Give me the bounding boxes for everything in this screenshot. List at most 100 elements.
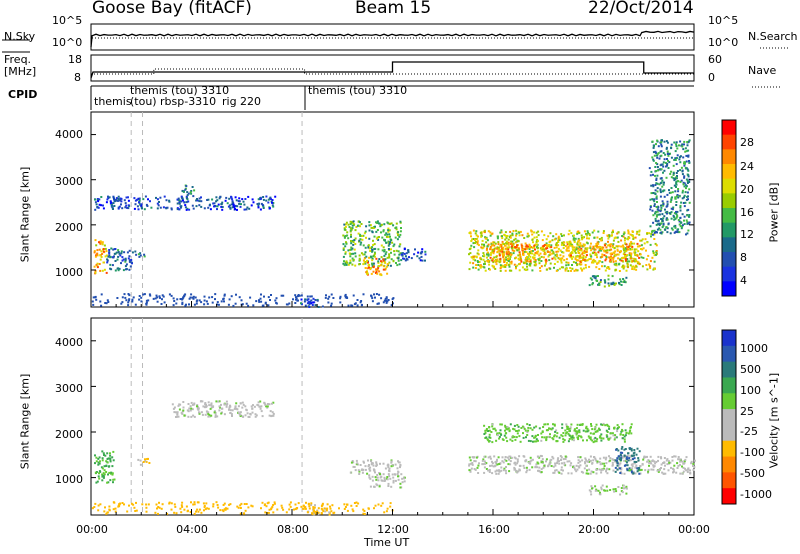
velocity-cell: [578, 431, 581, 434]
velocity-cell: [487, 430, 489, 432]
power-cell: [533, 246, 535, 249]
power-cell: [555, 244, 558, 247]
velocity-cell: [605, 456, 608, 459]
power-cell: [352, 241, 355, 243]
power-cell: [637, 250, 640, 253]
velocity-cell: [528, 468, 531, 471]
velocity-cell: [563, 439, 566, 442]
power-cell: [634, 253, 636, 256]
power-cell: [311, 304, 314, 306]
power-cell: [351, 227, 354, 230]
power-cell: [681, 145, 684, 148]
power-cell: [663, 181, 665, 184]
power-cell: [560, 261, 563, 264]
velocity-cell: [552, 423, 554, 426]
power-cell: [489, 253, 492, 256]
power-cell: [653, 192, 656, 195]
velocity-cell: [507, 463, 510, 466]
power-cell: [390, 222, 393, 225]
power-cell: [243, 203, 246, 206]
power-cell: [507, 252, 510, 255]
xtick-2: 08:00: [277, 523, 309, 536]
power-cell: [537, 230, 540, 233]
velocity-cell: [529, 440, 532, 443]
power-cell: [675, 212, 678, 215]
velocity-cell: [644, 456, 647, 459]
velocity-cell: [662, 462, 665, 464]
power-cell: [479, 256, 482, 259]
power-cell: [623, 239, 626, 242]
velocity-cell: [103, 465, 106, 468]
power-cell: [99, 258, 102, 261]
velocity-cell: [102, 472, 105, 475]
power-cell: [622, 233, 625, 236]
power-cell: [421, 259, 424, 262]
power-cell: [660, 145, 663, 148]
power-cell: [543, 248, 546, 251]
power-ground-cell: [147, 299, 150, 302]
velocity-cell: [554, 464, 557, 467]
velocity-cell: [678, 458, 681, 461]
power-cell: [483, 231, 486, 234]
power-cell: [472, 242, 475, 245]
velocity-cell: [587, 472, 590, 475]
power-cell: [503, 254, 505, 257]
power-cell: [512, 246, 515, 249]
power-cell: [221, 206, 224, 208]
velocity-cell: [577, 434, 580, 437]
power-cell: [688, 139, 691, 142]
power-cell: [100, 204, 103, 207]
velocity-ground-cell: [166, 512, 169, 515]
velocity-cell: [237, 411, 240, 414]
velocity-cell: [611, 461, 614, 464]
power-cell: [653, 238, 656, 240]
velocity-cell: [378, 485, 381, 488]
power-cell: [543, 234, 546, 237]
power-cell: [499, 243, 502, 246]
velocity-cell: [508, 430, 511, 433]
power-cell: [507, 260, 510, 262]
velocity-cell: [587, 435, 590, 438]
power-cell: [642, 247, 645, 250]
power-cell: [620, 239, 623, 242]
power-cell: [503, 261, 506, 263]
velocity-cell: [230, 413, 233, 416]
velocity-cell: [98, 456, 101, 459]
velocity-ground-cell: [105, 512, 108, 515]
power-tick-28: 28: [740, 136, 754, 149]
power-cell: [96, 252, 99, 255]
velocity-cell: [368, 474, 371, 477]
power-cell: [531, 233, 534, 236]
power-cell: [578, 232, 581, 234]
velocity-cell: [94, 471, 97, 474]
power-cell: [99, 269, 102, 272]
velocity-cell: [593, 432, 596, 435]
power-cell: [642, 256, 645, 259]
power-cell: [626, 246, 629, 248]
power-cell: [166, 206, 169, 209]
velocity-cell: [107, 481, 110, 484]
power-cell: [260, 202, 263, 205]
velocity-ground-cell: [367, 507, 370, 510]
ytick-p2-3000: 3000: [55, 382, 83, 395]
velocity-cell: [394, 463, 397, 466]
velocity-ground-cell: [186, 510, 189, 513]
power-cell: [529, 264, 532, 267]
power-cell: [673, 216, 676, 219]
power-ground-cell: [295, 297, 298, 300]
power-cell: [552, 250, 555, 253]
power-cell: [475, 264, 478, 266]
velocity-cell: [502, 461, 505, 464]
power-cell: [627, 246, 630, 248]
velocity-cell: [537, 439, 539, 442]
power-cell: [595, 252, 597, 255]
velocity-cell: [387, 485, 390, 487]
power-tick-16: 16: [740, 206, 754, 219]
power-ground-cell: [181, 303, 184, 306]
power-cell: [660, 154, 663, 157]
power-ground-cell: [194, 296, 197, 299]
power-cell: [492, 252, 495, 255]
power-ground-cell: [285, 303, 288, 306]
power-cell: [402, 257, 404, 260]
velocity-ground-cell: [302, 507, 305, 510]
